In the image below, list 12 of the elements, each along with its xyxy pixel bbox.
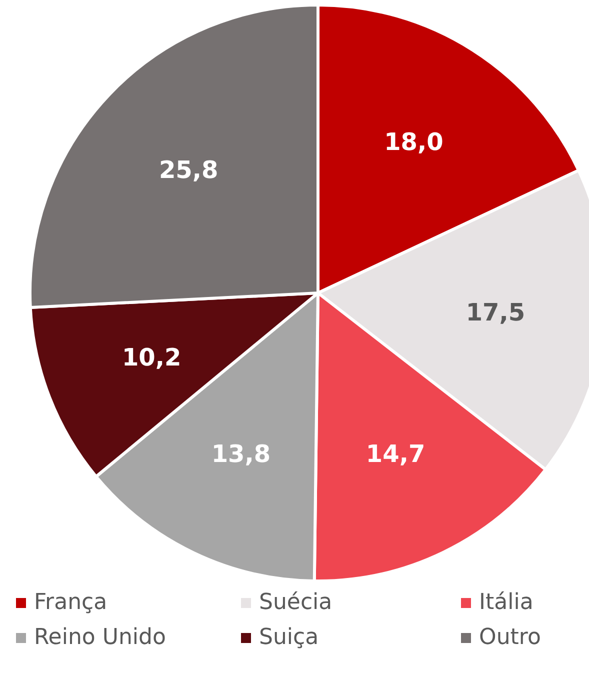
legend-label: Itália	[479, 590, 534, 615]
data-label: 17,5	[466, 298, 526, 327]
data-label: 14,7	[366, 440, 426, 468]
legend-label: Outro	[479, 625, 541, 650]
data-label: 25,8	[158, 156, 218, 184]
legend-label: Suécia	[259, 590, 332, 615]
legend-label: Suiça	[259, 625, 319, 650]
data-label: 10,2	[122, 344, 182, 372]
legend-label: Reino Unido	[34, 625, 166, 650]
legend-label: França	[34, 590, 108, 615]
data-label: 18,0	[384, 128, 444, 156]
data-label: 13,8	[211, 440, 271, 468]
